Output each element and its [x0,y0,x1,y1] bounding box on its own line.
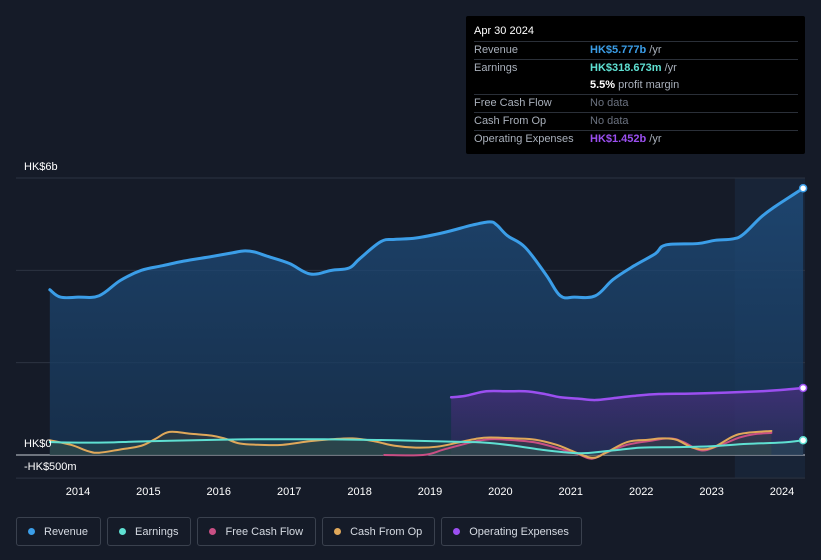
legend-dot-icon [119,528,127,535]
tooltip-row-revenue: Revenue HK$5.777b /yr [474,42,798,60]
tooltip-value: HK$318.673m [590,62,662,74]
legend-dot-icon [28,528,35,535]
data-tooltip: Apr 30 2024 Revenue HK$5.777b /yr Earnin… [466,16,805,154]
x-tick-label: 2022 [629,486,653,498]
tooltip-label: Earnings [474,62,518,74]
x-tick-label: 2018 [347,486,371,498]
tooltip-unit: /yr [664,62,677,74]
legend-label: Earnings [135,525,179,538]
legend-operating-expenses[interactable]: Operating Expenses [441,517,582,546]
x-axis: 2014 2015 2016 2017 2018 2019 2020 2021 2022 2023… [66,486,794,498]
chart-legend: Revenue Earnings Free Cash Flow Cash Fro… [16,517,582,546]
legend-label: Operating Expenses [469,525,569,538]
tooltip-value: HK$1.452b [590,133,647,145]
x-tick-label: 2017 [277,486,301,498]
legend-dot-icon [209,528,217,535]
y-label-top: HK$6b [24,161,58,173]
x-tick-label: 2024 [770,486,794,498]
opex-end-marker [798,383,808,393]
earnings-line [48,438,805,455]
tooltip-label: Operating Expenses [474,133,574,145]
legend-label: Free Cash Flow [225,525,304,538]
revenue-line [48,186,805,300]
legend-dot-icon [453,528,461,535]
x-tick-label: 2015 [136,486,160,498]
y-label-bottom: -HK$500m [24,461,77,473]
cfo-area [49,430,772,458]
legend-label: Revenue [44,525,89,538]
revenue-area [49,188,804,455]
tooltip-margin-value: 5.5% [590,79,616,91]
tooltip-label: Cash From Op [474,115,547,127]
cfo-line [48,429,773,459]
x-tick-label: 2020 [488,486,512,498]
tooltip-unit: /yr [649,133,662,145]
x-tick-label: 2023 [699,486,723,498]
earnings-end-marker [798,436,808,445]
x-tick-label: 2019 [418,486,442,498]
revenue-end-marker [798,184,808,193]
legend-dot-icon [334,528,342,535]
legend-cash-from-op[interactable]: Cash From Op [322,517,436,546]
tooltip-value: HK$5.777b [590,44,647,56]
tooltip-unit: /yr [649,44,662,56]
tooltip-value: No data [590,97,629,109]
tooltip-row-cfo: Cash From Op No data [474,113,798,131]
tooltip-row-earnings: Earnings HK$318.673m /yr [474,60,798,77]
y-label-zero: HK$0 [24,438,52,450]
tooltip-label: Free Cash Flow [474,97,552,109]
tooltip-row-margin: 5.5% profit margin [474,77,798,95]
legend-label: Cash From Op [350,525,423,538]
tooltip-label: Revenue [474,44,519,56]
tooltip-value: No data [590,115,629,127]
opex-line [449,386,805,402]
legend-free-cash-flow[interactable]: Free Cash Flow [197,517,317,546]
tooltip-date: Apr 30 2024 [474,23,798,42]
tooltip-margin-text: profit margin [618,79,680,91]
tooltip-row-fcf: Free Cash Flow No data [474,95,798,113]
legend-earnings[interactable]: Earnings [107,517,192,546]
x-tick-label: 2014 [66,486,90,498]
legend-revenue[interactable]: Revenue [16,517,102,546]
tooltip-row-opex: Operating Expenses HK$1.452b /yr [474,131,798,148]
opex-area [451,387,804,455]
x-tick-label: 2021 [559,486,583,498]
x-tick-label: 2016 [207,486,231,498]
